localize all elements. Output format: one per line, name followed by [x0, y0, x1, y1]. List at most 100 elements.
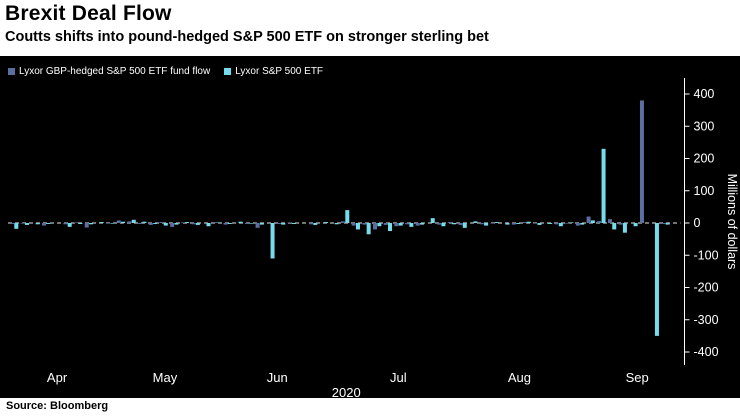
bar-unhedged: [153, 223, 158, 224]
legend-item-hedged: Lyxor GBP-hedged S&P 500 ETF fund flow: [8, 66, 210, 77]
bar-hedged: [223, 223, 228, 225]
bar-unhedged: [238, 221, 243, 223]
bar-hedged: [447, 222, 452, 223]
bar-unhedged: [569, 222, 574, 223]
bar-hedged: [308, 223, 313, 225]
bar-unhedged: [558, 223, 563, 227]
bar-unhedged: [590, 220, 595, 223]
bar-hedged: [276, 223, 281, 224]
bar-unhedged: [355, 223, 360, 230]
source-credit: Source: Bloomberg: [6, 400, 109, 412]
bar-hedged: [106, 223, 111, 224]
bar-unhedged: [313, 223, 318, 225]
bar-hedged: [159, 222, 164, 223]
bar-hedged: [383, 223, 388, 225]
legend-label-unhedged: Lyxor S&P 500 ETF: [235, 66, 324, 77]
bar-unhedged: [46, 223, 51, 224]
x-axis-title: 2020: [332, 385, 361, 400]
bar-unhedged: [462, 223, 467, 228]
bar-unhedged: [601, 148, 606, 223]
bar-hedged: [405, 223, 410, 225]
x-tick-label: Apr: [47, 370, 68, 385]
bar-hedged: [575, 223, 580, 226]
bar-hedged: [341, 221, 345, 223]
bar-hedged: [63, 223, 68, 225]
x-tick-label: Aug: [508, 370, 531, 385]
bar-unhedged: [217, 222, 222, 223]
bar-hedged: [522, 222, 527, 223]
bar-hedged: [180, 222, 185, 223]
bar-hedged: [212, 222, 217, 223]
y-tick-label: 400: [694, 87, 715, 101]
bar-unhedged: [67, 223, 72, 227]
bar-unhedged: [430, 218, 435, 223]
bar-unhedged: [174, 223, 179, 225]
y-tick-label: -400: [694, 345, 719, 359]
bar-unhedged: [24, 223, 29, 225]
bar-unhedged: [516, 223, 521, 224]
bar-hedged: [479, 223, 484, 225]
bar-unhedged: [142, 221, 147, 223]
y-tick-label: 300: [694, 119, 715, 133]
y-tick-label: -300: [694, 313, 719, 327]
chart-footer: Source: Bloomberg: [0, 398, 740, 416]
bar-hedged: [191, 223, 196, 225]
bar-unhedged: [121, 221, 126, 223]
bar-hedged: [639, 100, 644, 223]
bar-unhedged: [366, 223, 371, 235]
page-title: Brexit Deal Flow: [5, 2, 172, 25]
y-tick-label: -100: [694, 248, 719, 262]
bar-unhedged: [206, 223, 211, 227]
bar-hedged: [661, 223, 666, 224]
x-tick-label: May: [153, 370, 178, 385]
bar-hedged: [148, 223, 153, 225]
bar-unhedged: [249, 223, 254, 224]
bar-unhedged: [548, 223, 553, 224]
bar-unhedged: [227, 223, 232, 224]
y-tick-label: 0: [694, 216, 701, 230]
bar-hedged: [42, 223, 47, 226]
bar-unhedged: [281, 223, 286, 225]
bar-hedged: [511, 223, 516, 225]
bar-hedged: [362, 223, 367, 225]
bar-unhedged: [409, 223, 414, 227]
bar-hedged: [351, 223, 356, 226]
bar-unhedged: [494, 222, 499, 223]
bar-unhedged: [665, 223, 670, 225]
bar-hedged: [244, 223, 249, 224]
bar-hedged: [618, 223, 623, 225]
bar-unhedged: [131, 219, 136, 223]
bar-unhedged: [110, 223, 115, 224]
bar-unhedged: [420, 223, 425, 225]
bar-unhedged: [388, 223, 393, 232]
bar-unhedged: [537, 223, 542, 225]
bar-unhedged: [633, 223, 638, 227]
bar-unhedged: [612, 223, 617, 230]
bar-unhedged: [580, 223, 585, 225]
bar-unhedged: [35, 223, 40, 225]
bar-hedged: [373, 223, 378, 230]
bar-unhedged: [345, 210, 350, 223]
bar-unhedged: [505, 223, 510, 225]
bar-hedged: [490, 223, 495, 224]
bar-hedged: [127, 221, 132, 223]
legend-swatch-hedged-icon: [8, 68, 15, 75]
legend: Lyxor GBP-hedged S&P 500 ETF fund flow L…: [8, 66, 323, 77]
bar-hedged: [607, 219, 612, 223]
bar-hedged: [287, 222, 292, 223]
bar-hedged: [554, 223, 559, 225]
legend-item-unhedged: Lyxor S&P 500 ETF: [224, 66, 323, 77]
x-tick-label: Sep: [626, 370, 649, 385]
bar-hedged: [565, 223, 570, 224]
y-axis-title: Millions of dollars: [725, 174, 739, 270]
chart-header: Brexit Deal Flow Coutts shifts into poun…: [0, 0, 740, 56]
bar-unhedged: [14, 223, 19, 229]
bar-hedged: [138, 223, 143, 224]
bar-unhedged: [334, 223, 339, 225]
bar-hedged: [597, 221, 602, 223]
bar-hedged: [533, 223, 538, 224]
bar-unhedged: [622, 223, 627, 233]
bar-unhedged: [185, 222, 190, 223]
page-subtitle: Coutts shifts into pound-hedged S&P 500 …: [5, 29, 489, 45]
bar-unhedged: [291, 223, 296, 224]
